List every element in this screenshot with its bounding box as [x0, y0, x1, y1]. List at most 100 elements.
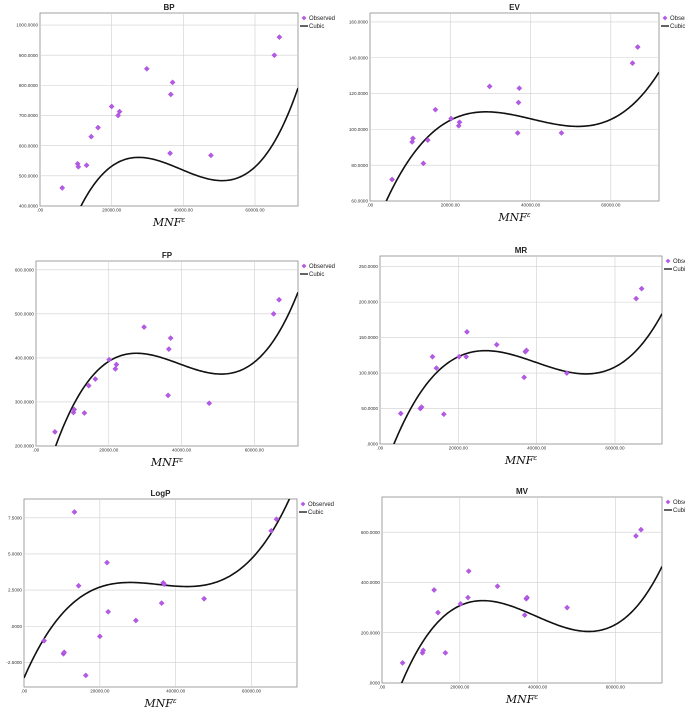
x-axis-label: MNFε	[504, 454, 538, 467]
y-tick-label: 160.0000	[349, 20, 369, 25]
x-tick-label: 20000.00	[90, 689, 110, 694]
x-tick-label: .00	[367, 203, 374, 208]
legend-observed-label: Observed	[673, 500, 685, 506]
y-tick-label: 1000.0000	[16, 23, 38, 28]
data-point	[273, 516, 280, 523]
data-point	[104, 559, 110, 566]
legend-observed-label: Observed	[673, 259, 685, 265]
data-point	[420, 160, 427, 167]
x-tick-label: 60000.00	[245, 448, 265, 453]
data-point	[141, 324, 147, 330]
data-point	[429, 353, 436, 360]
data-point	[486, 83, 493, 90]
data-point	[629, 60, 636, 67]
data-point	[432, 106, 439, 113]
y-tick-label: 500.0000	[15, 311, 35, 316]
x-tick-label: 40000.00	[166, 689, 186, 694]
legend-observed-label: Observed	[309, 264, 335, 270]
y-tick-label: 300.0000	[15, 400, 35, 405]
y-tick-label: 800.0000	[19, 83, 39, 88]
legend-observed-marker	[665, 258, 671, 264]
chart-panel-ev: .00 20000.00 40000.00 60000.00 60.0000 80.000…	[342, 0, 685, 238]
y-tick-label: 60.0000	[351, 199, 368, 204]
data-point	[424, 137, 431, 144]
data-point	[521, 374, 528, 381]
data-point	[165, 346, 172, 352]
x-tick-label: 60000.00	[245, 208, 265, 213]
data-point	[464, 329, 470, 335]
x-tick-label: 60000.00	[606, 685, 626, 690]
x-tick-label: .00	[21, 689, 28, 694]
data-point	[457, 600, 464, 607]
data-point	[71, 406, 78, 413]
legend-cubic-label: Cubic	[673, 267, 685, 273]
x-tick-label: .00	[33, 448, 40, 453]
data-point	[493, 341, 500, 348]
legend-observed-label: Observed	[670, 16, 685, 22]
legend-observed-marker	[301, 15, 307, 21]
legend-observed-marker	[662, 15, 668, 21]
legend-cubic-label: Cubic	[308, 510, 323, 516]
data-point	[420, 647, 427, 654]
data-point	[201, 595, 207, 602]
data-point	[456, 353, 462, 360]
y-tick-label: 120.0000	[349, 91, 369, 96]
x-tick-label: 40000.00	[174, 208, 194, 213]
chart-title: FP	[162, 251, 173, 260]
legend-cubic-label: Cubic	[673, 508, 685, 514]
data-point	[92, 376, 99, 382]
y-tick-label: 2.5000	[8, 588, 22, 593]
legend-cubic-label: Cubic	[309, 24, 324, 30]
data-point	[82, 672, 89, 679]
data-point	[440, 411, 447, 418]
x-tick-label: 20000.00	[441, 203, 461, 208]
chart-svg: .00 20000.00 40000.00 60000.00 .0000 200.0000…	[361, 487, 685, 706]
data-point	[88, 133, 95, 140]
y-tick-label: 600.0000	[361, 530, 381, 535]
y-tick-label: .0000	[369, 681, 381, 686]
data-point	[165, 392, 171, 399]
chart-panel-mv: .00 20000.00 40000.00 60000.00 .0000 200.0000…	[342, 476, 685, 714]
x-axis-label: MNFε	[497, 211, 531, 224]
y-tick-label: -2.5000	[6, 660, 22, 665]
cubic-fit-line	[400, 566, 662, 683]
cubic-fit-line	[393, 313, 662, 444]
y-tick-label: 600.0000	[15, 267, 35, 272]
chart-panel-logp: .00 20000.00 40000.00 60000.00 -2.5000 .0000 2…	[0, 476, 342, 714]
legend-observed-label: Observed	[309, 16, 335, 22]
chart-title: LogP	[151, 489, 172, 498]
data-point	[515, 99, 522, 106]
data-point	[563, 370, 570, 376]
data-point	[108, 103, 115, 110]
y-tick-label: 400.0000	[361, 580, 381, 585]
data-point	[75, 163, 82, 170]
data-point	[633, 533, 639, 539]
x-axis-label: MNFε	[505, 693, 539, 706]
x-tick-label: 20000.00	[102, 208, 122, 213]
data-point	[112, 366, 119, 372]
x-tick-label: 20000.00	[450, 685, 470, 690]
y-tick-label: .0000	[11, 624, 23, 629]
data-point	[465, 594, 471, 601]
data-point	[397, 410, 404, 417]
data-point	[433, 365, 440, 371]
x-axis-label: MNFε	[152, 216, 186, 229]
cubic-fit-line	[80, 87, 298, 206]
y-tick-label: 100.0000	[359, 371, 379, 376]
data-point	[161, 581, 168, 588]
data-point	[41, 637, 47, 644]
data-point	[167, 91, 174, 98]
data-point	[75, 582, 82, 589]
data-point	[106, 356, 113, 363]
y-tick-label: 50.0000	[361, 406, 378, 411]
cubic-fit-line	[24, 499, 291, 679]
y-tick-label: 200.0000	[15, 444, 35, 449]
data-point	[399, 660, 406, 666]
y-tick-label: 140.0000	[349, 55, 369, 60]
y-tick-label: 900.0000	[19, 53, 39, 58]
y-tick-label: 700.0000	[19, 113, 39, 118]
x-tick-label: .00	[379, 685, 386, 690]
plot-frame	[39, 12, 299, 207]
data-point	[95, 124, 101, 131]
chart-panel-fp: .00 20000.00 40000.00 60000.00 200.0000 300.0…	[0, 238, 342, 476]
